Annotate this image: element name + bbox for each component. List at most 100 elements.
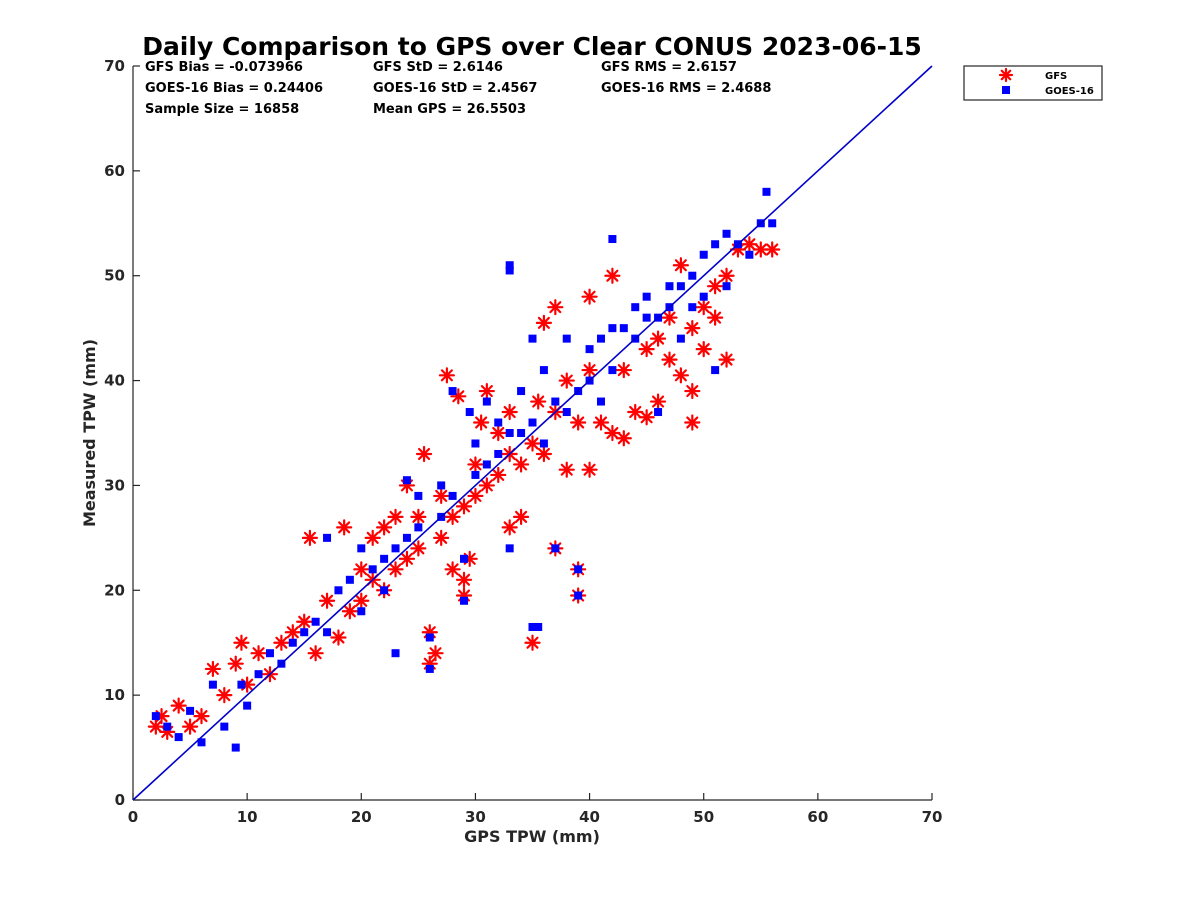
goes16-point: [482, 460, 491, 469]
gfs-point: [672, 257, 689, 274]
goes16-point: [237, 680, 246, 689]
goes16-point: [722, 229, 731, 238]
gfs-point: [530, 393, 547, 410]
goes16-point: [551, 544, 560, 553]
goes16-point: [425, 633, 434, 642]
gfs-point: [581, 288, 598, 305]
goes16-point: [243, 701, 252, 710]
y-ticks: 0 10 20 30 40 50 60 70: [104, 57, 140, 809]
gfs-point: [284, 624, 301, 641]
goes16-point: [323, 533, 332, 542]
gfs-point: [638, 409, 655, 426]
x-tick-label: 40: [579, 808, 600, 826]
goes16-point: [414, 523, 423, 532]
goes16-point: [505, 429, 514, 437]
goes16-point: [220, 722, 229, 731]
y-tick-label: 0: [115, 791, 125, 809]
gfs-point: [581, 461, 598, 478]
stat-gfs-bias: GFS Bias = -0.073966: [145, 60, 303, 75]
gfs-point: [307, 645, 324, 662]
goes16-point: [528, 622, 537, 631]
legend-gfs-marker: [998, 67, 1014, 83]
gfs-point: [467, 456, 484, 473]
gfs-point: [604, 424, 621, 442]
goes16-point: [505, 261, 514, 270]
gfs-point: [718, 351, 735, 368]
goes16-point: [688, 271, 697, 280]
goes16-point: [288, 638, 297, 647]
goes16-point: [425, 664, 434, 673]
goes16-point: [676, 282, 685, 291]
goes16-point: [608, 324, 617, 333]
gfs-point: [615, 361, 632, 379]
gfs-point: [535, 314, 553, 331]
gfs-point: [433, 529, 450, 546]
goes16-point: [494, 449, 503, 458]
gfs-point: [661, 351, 678, 368]
goes16-point: [380, 554, 389, 563]
goes16-point: [482, 397, 491, 406]
series-gfs: [147, 236, 781, 740]
goes16-point: [402, 533, 411, 542]
gfs-point: [649, 393, 667, 410]
goes16-point: [208, 680, 217, 689]
y-tick-label: 50: [104, 267, 125, 285]
gfs-point: [512, 508, 530, 525]
x-tick-label: 30: [465, 808, 486, 826]
gfs-point: [490, 424, 507, 442]
goes16-point: [505, 544, 514, 553]
goes16-point: [762, 187, 771, 196]
gfs-point: [170, 697, 187, 714]
goes16-point: [711, 240, 720, 249]
goes16-point: [688, 303, 697, 312]
goes16-point: [676, 334, 685, 343]
gfs-point: [473, 414, 490, 431]
goes16-point: [151, 712, 160, 721]
gfs-point: [353, 592, 370, 609]
stat-goes-rms: GOES-16 RMS = 2.4688: [601, 81, 771, 96]
goes16-point: [596, 397, 605, 406]
gfs-point: [181, 718, 199, 735]
gfs-point: [478, 382, 495, 400]
x-ticks: 0 10 20 30 40 50 60 70: [128, 793, 942, 826]
goes16-point: [608, 366, 617, 375]
goes16-point: [471, 439, 480, 448]
goes16-point: [574, 591, 583, 600]
goes16-point: [539, 439, 548, 448]
stats-block: GFS Bias = -0.073966 GFS StD = 2.6146 GF…: [145, 60, 771, 117]
stat-gfs-std: GFS StD = 2.6146: [373, 60, 503, 75]
gfs-point: [661, 309, 678, 326]
goes16-point: [517, 387, 526, 396]
goes16-point: [186, 706, 195, 715]
gfs-point: [438, 367, 455, 384]
gfs-point: [684, 414, 701, 431]
goes16-point: [391, 649, 400, 658]
goes16-point: [517, 429, 526, 437]
gfs-point: [478, 477, 495, 494]
gfs-point: [227, 655, 244, 672]
legend-gfs-label: GFS: [1045, 71, 1067, 82]
gfs-point: [455, 498, 473, 515]
stat-sample-size: Sample Size = 16858: [145, 102, 299, 117]
goes16-point: [711, 366, 720, 375]
stat-mean-gps: Mean GPS = 26.5503: [373, 102, 526, 117]
goes16-point: [574, 565, 583, 574]
stat-goes-std: GOES-16 StD = 2.4567: [373, 81, 537, 96]
y-tick-label: 40: [104, 372, 125, 390]
goes16-point: [699, 250, 708, 259]
goes16-point: [654, 408, 663, 417]
goes16-point: [642, 292, 651, 301]
legend-goes16-label: GOES-16: [1045, 86, 1094, 97]
gfs-point: [638, 341, 655, 358]
gfs-point: [427, 645, 444, 662]
gfs-point: [649, 330, 667, 347]
goes16-point: [562, 408, 571, 417]
y-tick-label: 60: [104, 162, 125, 180]
goes16-point: [391, 544, 400, 553]
gfs-point: [410, 540, 427, 557]
gfs-point: [558, 461, 575, 478]
goes16-point: [699, 292, 708, 301]
goes16-point: [402, 476, 411, 485]
gfs-point: [147, 718, 164, 735]
goes16-point: [448, 491, 457, 500]
